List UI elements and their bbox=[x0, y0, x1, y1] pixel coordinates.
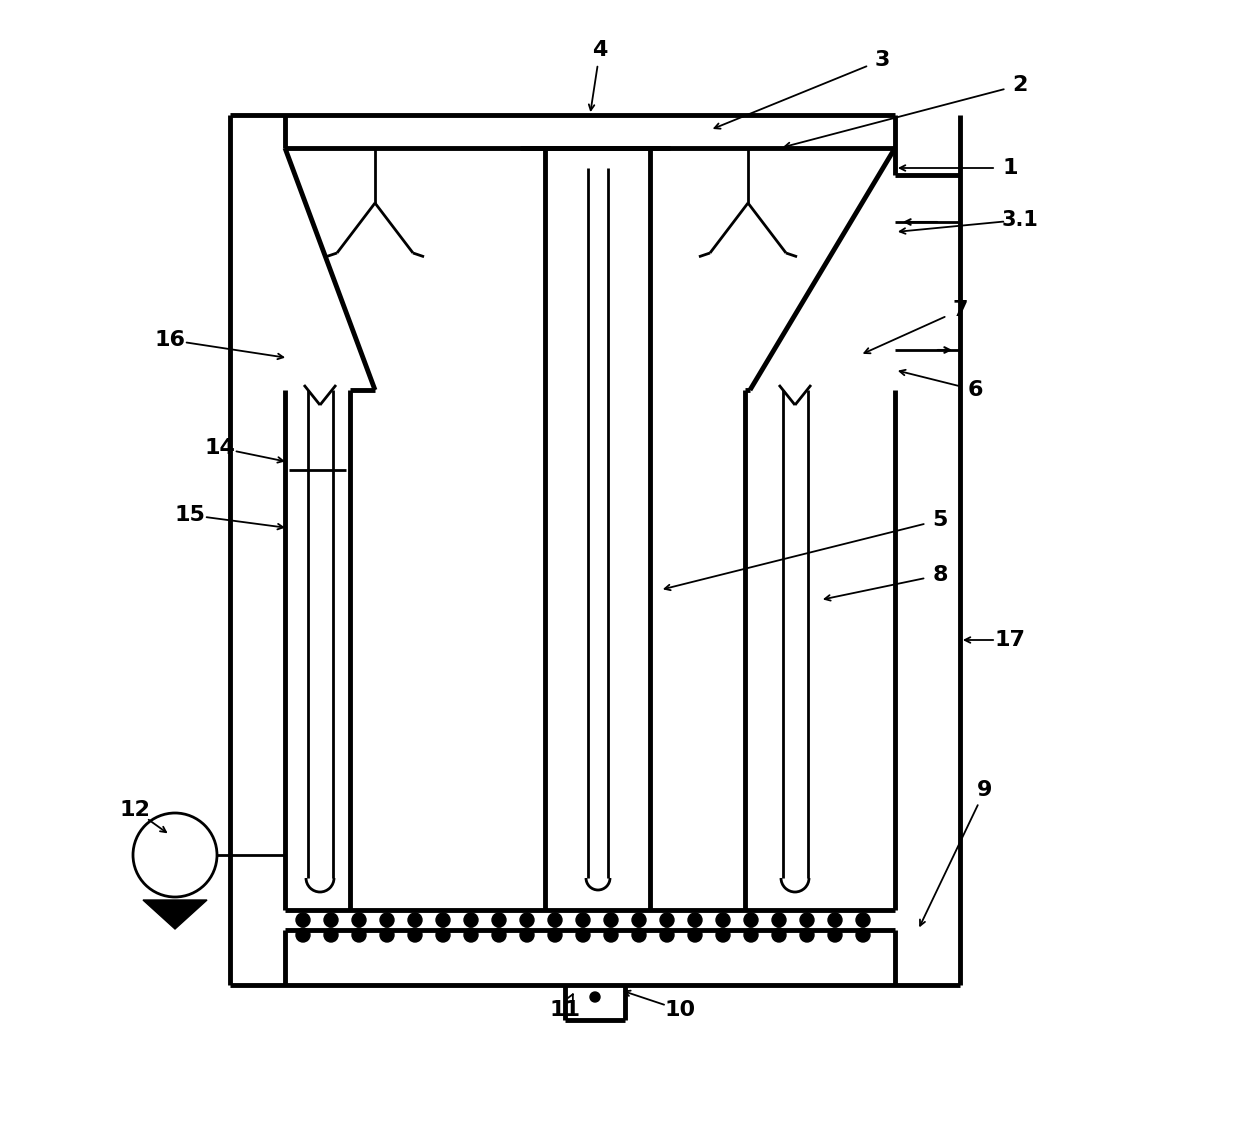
Circle shape bbox=[828, 913, 842, 927]
Text: 15: 15 bbox=[175, 505, 206, 525]
Circle shape bbox=[492, 913, 506, 927]
Circle shape bbox=[800, 913, 813, 927]
Circle shape bbox=[577, 913, 590, 927]
Circle shape bbox=[604, 928, 618, 942]
Circle shape bbox=[464, 913, 477, 927]
Circle shape bbox=[492, 928, 506, 942]
Circle shape bbox=[590, 993, 600, 1002]
Circle shape bbox=[296, 913, 310, 927]
Text: 11: 11 bbox=[549, 1000, 580, 1020]
Circle shape bbox=[632, 913, 646, 927]
Circle shape bbox=[744, 928, 758, 942]
Circle shape bbox=[715, 913, 730, 927]
Circle shape bbox=[773, 928, 786, 942]
Circle shape bbox=[715, 928, 730, 942]
Circle shape bbox=[773, 913, 786, 927]
Circle shape bbox=[408, 913, 422, 927]
Circle shape bbox=[744, 913, 758, 927]
Circle shape bbox=[828, 928, 842, 942]
Circle shape bbox=[604, 913, 618, 927]
Text: 14: 14 bbox=[205, 438, 236, 458]
Text: 9: 9 bbox=[977, 780, 993, 800]
Circle shape bbox=[324, 928, 339, 942]
Circle shape bbox=[688, 913, 702, 927]
Text: 12: 12 bbox=[119, 800, 150, 820]
Circle shape bbox=[856, 913, 870, 927]
Circle shape bbox=[632, 928, 646, 942]
Circle shape bbox=[352, 928, 366, 942]
Circle shape bbox=[688, 928, 702, 942]
Text: 7: 7 bbox=[952, 300, 967, 320]
Circle shape bbox=[660, 913, 675, 927]
Circle shape bbox=[577, 928, 590, 942]
Circle shape bbox=[548, 928, 562, 942]
Text: 8: 8 bbox=[932, 565, 947, 585]
Text: 6: 6 bbox=[967, 380, 983, 400]
Text: 17: 17 bbox=[994, 630, 1025, 650]
Circle shape bbox=[379, 928, 394, 942]
Text: 4: 4 bbox=[593, 40, 608, 60]
Circle shape bbox=[352, 913, 366, 927]
Circle shape bbox=[324, 913, 339, 927]
Circle shape bbox=[379, 913, 394, 927]
Circle shape bbox=[436, 913, 450, 927]
Polygon shape bbox=[143, 900, 207, 929]
Text: 10: 10 bbox=[665, 1000, 696, 1020]
Circle shape bbox=[800, 928, 813, 942]
Text: 3.1: 3.1 bbox=[1002, 210, 1038, 230]
Text: 16: 16 bbox=[155, 330, 186, 350]
Circle shape bbox=[856, 928, 870, 942]
Circle shape bbox=[436, 928, 450, 942]
Circle shape bbox=[408, 928, 422, 942]
Circle shape bbox=[660, 928, 675, 942]
Circle shape bbox=[520, 913, 534, 927]
Text: 5: 5 bbox=[932, 510, 947, 530]
Circle shape bbox=[548, 913, 562, 927]
Text: 2: 2 bbox=[1012, 75, 1028, 95]
Text: 3: 3 bbox=[874, 50, 889, 70]
Circle shape bbox=[464, 928, 477, 942]
Text: 1: 1 bbox=[1002, 157, 1018, 178]
Circle shape bbox=[520, 928, 534, 942]
Circle shape bbox=[296, 928, 310, 942]
